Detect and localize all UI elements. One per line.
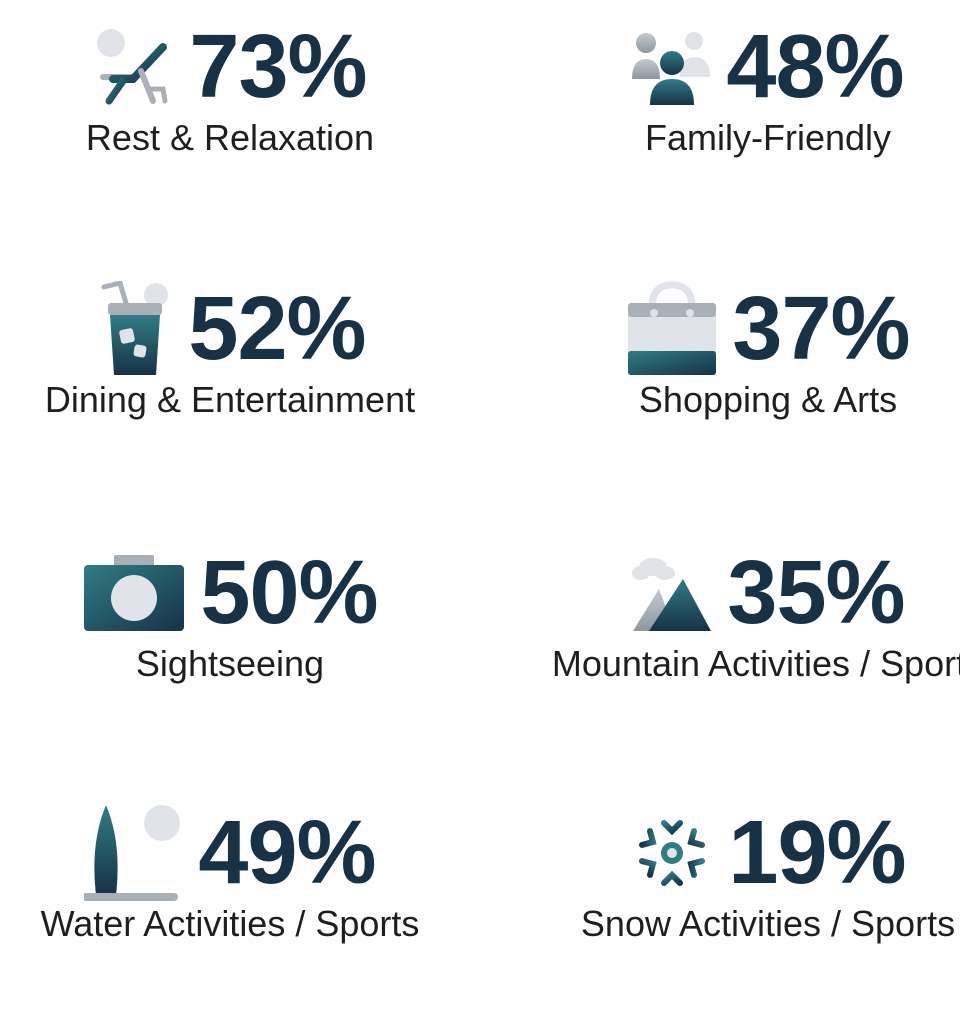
camera-icon <box>84 555 185 631</box>
stat-label: Rest & Relaxation <box>85 117 375 158</box>
stat-snow-activities: 19% Snow Activities / Sports <box>548 808 960 948</box>
shopping-bag-icon <box>628 281 717 375</box>
mountain-icon <box>632 558 712 631</box>
stat-rest-relaxation: 73% Rest & Relaxation <box>10 22 450 162</box>
stat-value: 35% <box>727 543 905 643</box>
stat-label: Mountain Activities / Sports <box>551 643 960 684</box>
stat-value: 50% <box>200 543 378 643</box>
stat-label: Dining & Entertainment <box>44 379 416 420</box>
stat-sightseeing: 50% Sightseeing <box>10 548 450 688</box>
stat-value: 52% <box>188 279 366 379</box>
beach-chair-icon <box>97 29 168 105</box>
stat-value: 37% <box>732 279 910 379</box>
stat-dining-entertainment: 52% Dining & Entertainment <box>10 279 450 424</box>
stat-value: 73% <box>189 17 367 117</box>
stat-water-activities: 49% Water Activities / Sports <box>10 803 450 948</box>
drink-icon <box>101 281 169 375</box>
stat-label: Snow Activities / Sports <box>580 903 956 944</box>
stat-value: 49% <box>198 803 376 903</box>
stat-label: Sightseeing <box>135 643 325 684</box>
stat-value: 48% <box>726 17 904 117</box>
family-icon <box>632 32 711 105</box>
stat-value: 19% <box>728 803 906 903</box>
snowflake-icon <box>636 812 709 894</box>
stat-shopping-arts: 37% Shopping & Arts <box>548 279 960 424</box>
stat-family-friendly: 48% Family-Friendly <box>548 22 960 162</box>
stat-label: Water Activities / Sports <box>40 903 420 944</box>
stat-label: Shopping & Arts <box>638 379 898 420</box>
surfboard-icon <box>84 805 181 901</box>
stat-mountain-activities: 35% Mountain Activities / Sports <box>548 548 960 688</box>
stat-label: Family-Friendly <box>644 117 892 158</box>
